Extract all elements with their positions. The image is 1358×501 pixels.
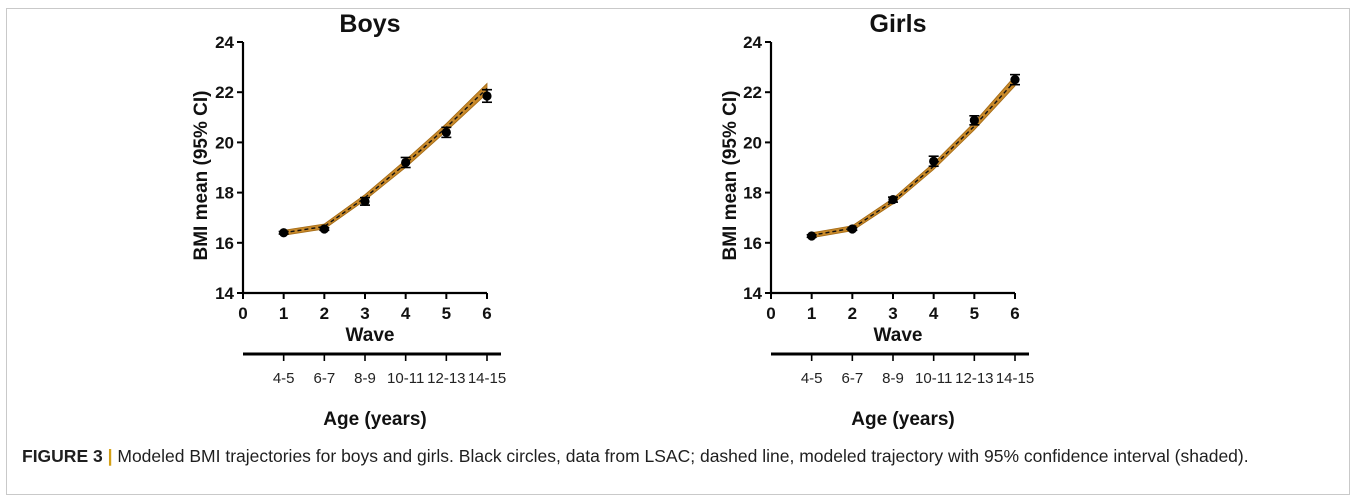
girls-age-tick-label: 8-9 xyxy=(882,370,904,387)
girls-model-trajectory-line xyxy=(811,80,1016,236)
caption-label: FIGURE 3 xyxy=(22,446,103,466)
girls-x-tick-label: 4 xyxy=(929,304,939,323)
boys-x-tick-label: 4 xyxy=(401,304,411,323)
boys-age-tick-label: 10-11 xyxy=(387,370,424,387)
boys-x-tick-label: 5 xyxy=(442,304,451,323)
girls-chart-title: Girls xyxy=(870,10,927,38)
boys-x-axis-title: Wave xyxy=(346,325,395,346)
girls-data-point xyxy=(929,156,939,166)
girls-age-axis-title: Age (years) xyxy=(851,409,955,430)
girls-confidence-band xyxy=(811,74,1016,239)
boys-data-point xyxy=(441,127,451,137)
boys-x-tick-label: 0 xyxy=(238,304,247,323)
boys-x-tick-label: 6 xyxy=(482,304,491,323)
boys-model-trajectory-line xyxy=(283,87,488,234)
girls-panel: Girls 14 16 18 20 22 24 0 1 2 3 4 5 6 Wave BMI mean (95… xyxy=(720,10,1034,430)
boys-y-tick-label: 16 xyxy=(215,234,234,253)
girls-data-point xyxy=(969,115,979,125)
girls-age-tick-label: 12-13 xyxy=(955,370,993,387)
boys-y-tick-label: 24 xyxy=(215,33,234,52)
boys-age-tick-label: 6-7 xyxy=(313,370,335,387)
boys-data-point xyxy=(279,228,289,238)
boys-chart-title: Boys xyxy=(339,10,400,38)
boys-age-axis-title: Age (years) xyxy=(323,409,427,430)
girls-x-tick-label: 6 xyxy=(1010,304,1019,323)
girls-age-tick-label: 14-15 xyxy=(996,370,1034,387)
boys-data-point xyxy=(482,91,492,101)
girls-y-tick-label: 18 xyxy=(743,184,762,203)
girls-y-tick-label: 22 xyxy=(743,83,762,102)
caption-separator: | xyxy=(107,446,113,466)
boys-x-tick-label: 1 xyxy=(279,304,288,323)
boys-age-tick-label: 4-5 xyxy=(273,370,295,387)
girls-data-point xyxy=(847,224,857,234)
girls-x-tick-label: 0 xyxy=(766,304,775,323)
girls-y-axis-title: BMI mean (95% CI) xyxy=(720,91,741,261)
boys-y-tick-label: 18 xyxy=(215,184,234,203)
girls-age-tick-label: 6-7 xyxy=(841,370,863,387)
boys-y-axis-title: BMI mean (95% CI) xyxy=(191,91,212,261)
boys-x-tick-label: 3 xyxy=(360,304,369,323)
boys-age-tick-label: 14-15 xyxy=(468,370,506,387)
girls-age-tick-label: 10-11 xyxy=(915,370,952,387)
boys-x-tick-label: 2 xyxy=(320,304,329,323)
girls-x-tick-label: 2 xyxy=(848,304,857,323)
boys-y-tick-label: 14 xyxy=(215,284,234,303)
caption-text: Modeled BMI trajectories for boys and gi… xyxy=(117,446,1249,466)
boys-data-point xyxy=(319,224,329,234)
boys-panel: Boys 14 16 18 20 22 24 0 1 2 3 4 5 6 Wave BMI mean (95%… xyxy=(191,10,506,430)
boys-confidence-band xyxy=(283,82,488,236)
girls-x-tick-label: 3 xyxy=(888,304,897,323)
girls-data-point xyxy=(888,195,898,205)
girls-y-tick-label: 24 xyxy=(743,33,762,52)
girls-y-tick-label: 20 xyxy=(743,133,762,152)
girls-y-tick-label: 14 xyxy=(743,284,762,303)
boys-age-tick-label: 8-9 xyxy=(354,370,376,387)
girls-x-tick-label: 1 xyxy=(807,304,816,323)
girls-data-point xyxy=(807,231,817,241)
girls-x-tick-label: 5 xyxy=(970,304,979,323)
girls-y-tick-label: 16 xyxy=(743,234,762,253)
boys-y-tick-label: 20 xyxy=(215,133,234,152)
figure-caption: FIGURE 3 | Modeled BMI trajectories for … xyxy=(22,446,1342,467)
boys-data-point xyxy=(401,157,411,168)
boys-data-point xyxy=(360,196,370,206)
boys-y-tick-label: 22 xyxy=(215,83,234,102)
girls-data-point xyxy=(1010,75,1020,85)
figure-frame xyxy=(6,8,1350,495)
boys-age-tick-label: 12-13 xyxy=(427,370,465,387)
girls-age-tick-label: 4-5 xyxy=(801,370,823,387)
girls-x-axis-title: Wave xyxy=(874,325,923,346)
